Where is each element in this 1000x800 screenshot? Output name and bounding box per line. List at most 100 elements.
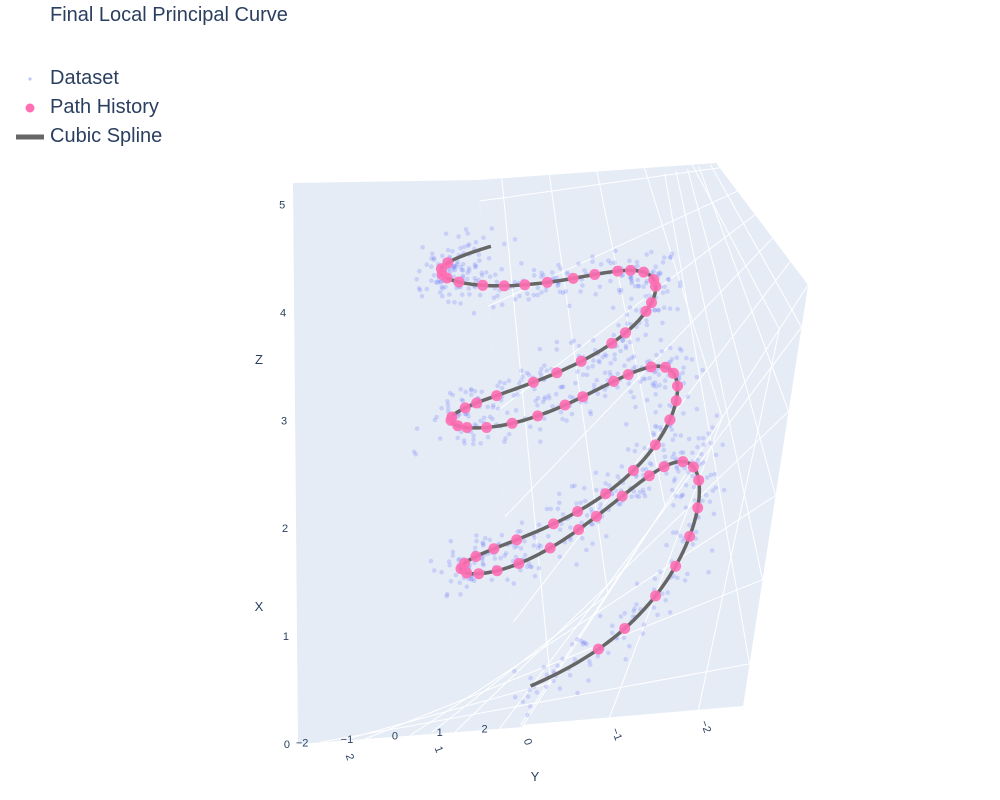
y-axis-title: Y — [531, 769, 540, 784]
dataset-point — [690, 541, 696, 547]
dataset-point — [458, 245, 463, 251]
dataset-point — [606, 650, 611, 656]
path-history-point — [693, 474, 705, 486]
dataset-point — [535, 395, 541, 401]
legend-item-cubic-spline[interactable]: Cubic Spline — [14, 122, 162, 151]
dataset-point — [605, 472, 610, 477]
dataset-point — [575, 637, 580, 642]
legend-item-dataset[interactable]: Dataset — [14, 64, 162, 93]
x-tick-label: 2 — [481, 724, 487, 736]
dataset-point — [448, 538, 454, 544]
dataset-point — [590, 521, 595, 527]
dataset-point — [447, 390, 453, 396]
dataset-point — [564, 418, 569, 423]
dataset-point — [580, 536, 585, 541]
dataset-point — [668, 345, 673, 351]
dataset-point — [491, 403, 496, 408]
dataset-point — [656, 308, 662, 313]
dataset-point — [582, 498, 588, 504]
dataset-point — [684, 355, 689, 361]
dataset-point — [533, 398, 538, 404]
dataset-point — [584, 513, 590, 518]
dataset-point — [598, 502, 604, 508]
path-history-point — [608, 375, 620, 387]
dataset-point — [665, 590, 671, 595]
dataset-point — [512, 669, 517, 674]
dataset-point — [472, 578, 477, 583]
dataset-point — [553, 391, 559, 397]
dataset-point — [460, 268, 466, 273]
dataset-point — [513, 297, 518, 302]
dataset-point — [498, 555, 503, 561]
dataset-point — [555, 283, 560, 289]
dataset-point — [557, 554, 563, 560]
path-history-point — [506, 417, 518, 429]
dataset-point — [710, 425, 715, 430]
dataset-point — [556, 262, 561, 268]
path-history-point — [477, 279, 489, 291]
dataset-point — [452, 300, 457, 305]
dataset-point — [635, 263, 640, 269]
dataset-point — [623, 345, 629, 351]
dataset-point — [520, 699, 526, 705]
path-history-point — [612, 265, 624, 277]
path-history-point — [577, 391, 589, 403]
dataset-point — [465, 270, 470, 276]
dataset-point — [634, 602, 639, 607]
dataset-point — [649, 249, 654, 255]
dataset-point — [452, 267, 458, 273]
dataset-point — [512, 279, 517, 285]
dataset-point — [697, 461, 703, 467]
grid-floor-x-0 — [409, 495, 776, 736]
dataset-point — [473, 278, 479, 284]
dataset-point — [480, 561, 486, 566]
dataset-point — [431, 273, 437, 278]
dataset-point — [513, 554, 519, 560]
dataset-point — [584, 372, 590, 378]
dataset-point — [613, 248, 618, 254]
dataset-point — [537, 346, 543, 352]
dataset-point — [481, 415, 487, 421]
dataset-point — [619, 464, 625, 469]
path-history-point — [664, 414, 676, 426]
dataset-point — [443, 231, 449, 237]
dataset-point — [465, 243, 471, 248]
x-tick-label: 1 — [437, 727, 443, 739]
path-history-point — [616, 490, 628, 502]
dataset-point — [460, 262, 466, 267]
tick-labels: 0 1 2 3 4 5 −2 −1 0 1 2 2 1 0 −1 −2 — [279, 200, 713, 763]
dataset-point — [634, 581, 640, 586]
dataset-point — [535, 545, 541, 551]
dataset-point — [608, 278, 613, 284]
dataset-point — [483, 535, 488, 541]
dataset-point — [653, 384, 659, 389]
path-history-point — [470, 551, 482, 562]
dataset-point — [658, 337, 664, 343]
dataset-point — [709, 548, 715, 553]
dataset-point — [461, 438, 467, 443]
dataset-point — [494, 279, 500, 285]
dataset-point — [685, 394, 691, 400]
dataset-point — [528, 564, 533, 569]
dataset-point — [602, 387, 608, 392]
dataset-point — [532, 273, 537, 278]
dataset-point — [661, 305, 667, 311]
dataset-point — [535, 285, 541, 291]
legend-item-path-history[interactable]: Path History — [14, 93, 162, 122]
dataset-point — [582, 268, 587, 273]
dataset-point — [657, 403, 663, 409]
dataset-point — [526, 561, 532, 566]
dataset-point — [435, 280, 440, 286]
chart-title: Final Local Principal Curve — [50, 4, 288, 26]
dataset-point — [554, 347, 560, 352]
dataset-point — [581, 485, 587, 491]
dataset-point — [597, 359, 602, 365]
dataset-point — [721, 487, 727, 493]
dataset-point — [661, 447, 667, 453]
path-history-point — [684, 530, 696, 542]
dataset-point — [538, 543, 544, 549]
dataset-point — [450, 549, 456, 555]
dataset-point — [582, 640, 588, 646]
